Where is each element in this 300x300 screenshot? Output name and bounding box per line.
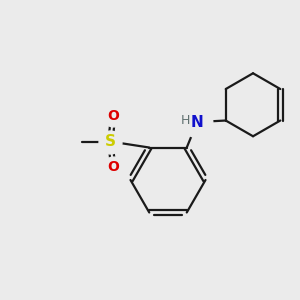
Text: N: N xyxy=(191,115,204,130)
Text: H: H xyxy=(180,114,190,127)
Text: O: O xyxy=(107,160,119,174)
Text: S: S xyxy=(105,134,116,149)
Text: O: O xyxy=(107,109,119,123)
